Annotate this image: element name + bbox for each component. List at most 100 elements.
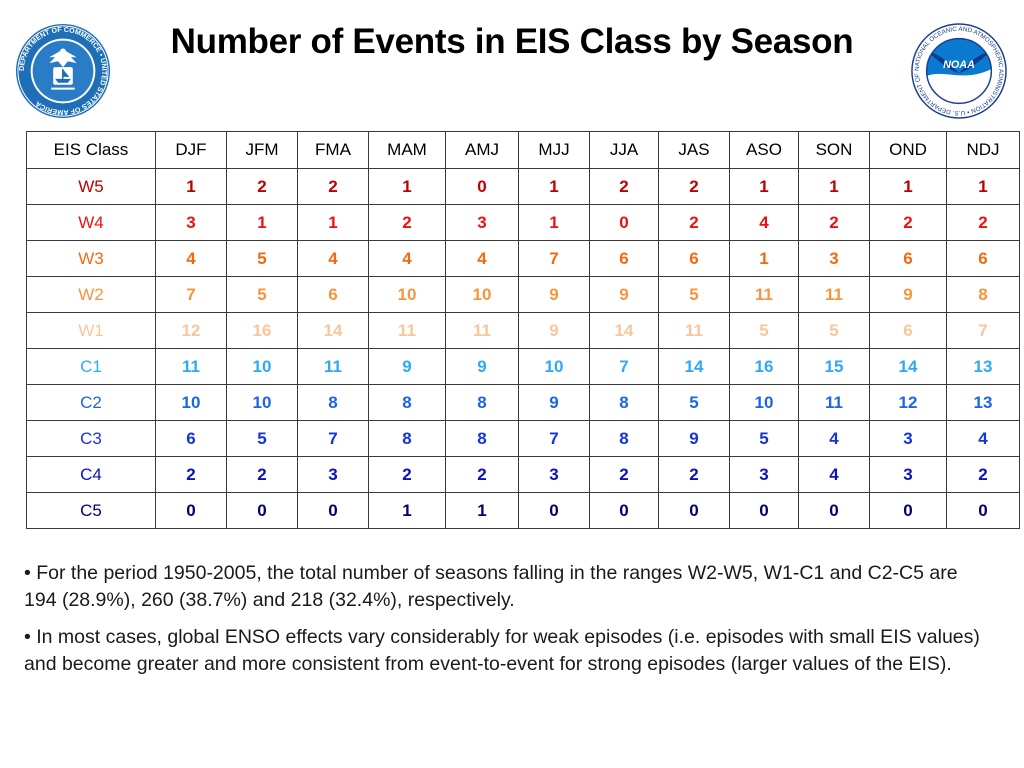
table-row-c4: C4 2 2 3 2 2 3 2 2 3 4 3 2 — [26, 456, 1020, 493]
table-cell: 0 — [297, 492, 369, 529]
table-cell: 10 — [226, 384, 298, 421]
table-cell: 11 — [798, 276, 870, 313]
table-cell: 5 — [798, 312, 870, 349]
table-header-row: EIS Class DJF JFM FMA MAM AMJ MJJ JJA JAS ASO SON O… — [26, 131, 1020, 169]
table-cell: 8 — [589, 384, 659, 421]
table-cell: 0 — [729, 492, 799, 529]
table-cell: 2 — [368, 204, 446, 241]
table-cell: 11 — [155, 348, 227, 385]
class-label: W1 — [26, 312, 156, 349]
table-cell: 6 — [155, 420, 227, 457]
table-cell: 0 — [518, 492, 590, 529]
table-cell: 9 — [869, 276, 947, 313]
table-cell: 0 — [798, 492, 870, 529]
class-label: C4 — [26, 456, 156, 493]
table-cell: 8 — [445, 384, 519, 421]
table-cell: 5 — [658, 384, 730, 421]
table-cell: 0 — [946, 492, 1020, 529]
table-cell: 4 — [798, 420, 870, 457]
table-cell: 5 — [226, 420, 298, 457]
table-cell: 4 — [445, 240, 519, 277]
table-cell: 2 — [368, 456, 446, 493]
table-cell: 2 — [946, 204, 1020, 241]
table-cell: 4 — [729, 204, 799, 241]
table-cell: 8 — [297, 384, 369, 421]
table-cell: 13 — [946, 384, 1020, 421]
table-cell: 0 — [445, 168, 519, 205]
table-cell: 3 — [155, 204, 227, 241]
table-row-c1: C1 11 10 11 9 9 10 7 14 16 15 14 13 — [26, 348, 1020, 385]
note-period-totals: • For the period 1950-2005, the total nu… — [24, 562, 958, 611]
table-cell: 0 — [589, 204, 659, 241]
table-cell: 3 — [869, 420, 947, 457]
table-cell: 1 — [946, 168, 1020, 205]
table-cell: 12 — [155, 312, 227, 349]
class-label: C3 — [26, 420, 156, 457]
table-cell: 11 — [368, 312, 446, 349]
table-cell: 2 — [946, 456, 1020, 493]
table-cell: 8 — [368, 384, 446, 421]
table-cell: 4 — [368, 240, 446, 277]
table-cell: 1 — [226, 204, 298, 241]
class-label: C2 — [26, 384, 156, 421]
table-row-c2: C2 10 10 8 8 8 9 8 5 10 11 12 13 — [26, 384, 1020, 421]
department-of-commerce-seal-icon: DEPARTMENT OF COMMERCE • UNITED STATES O… — [15, 23, 111, 119]
table-row-w2: W2 7 5 6 10 10 9 9 5 11 11 9 8 — [26, 276, 1020, 313]
class-label: C1 — [26, 348, 156, 385]
table-cell: 4 — [946, 420, 1020, 457]
table-cell: 7 — [297, 420, 369, 457]
table-cell: 2 — [589, 456, 659, 493]
table-cell: 1 — [729, 240, 799, 277]
table-cell: 5 — [729, 312, 799, 349]
table-cell: 9 — [518, 384, 590, 421]
page-title: Number of Events in EIS Class by Season — [170, 22, 854, 61]
table-row-w4: W4 3 1 1 2 3 1 0 2 4 2 2 2 — [26, 204, 1020, 241]
table-cell: 8 — [946, 276, 1020, 313]
table-cell: 4 — [297, 240, 369, 277]
table-cell: 11 — [729, 276, 799, 313]
table-cell: 1 — [297, 204, 369, 241]
table-cell: 2 — [297, 168, 369, 205]
table-cell: 11 — [658, 312, 730, 349]
table-cell: 3 — [729, 456, 799, 493]
table-cell: 14 — [658, 348, 730, 385]
table-cell: 10 — [729, 384, 799, 421]
table-cell: 3 — [869, 456, 947, 493]
table-cell: 6 — [589, 240, 659, 277]
table-cell: 1 — [729, 168, 799, 205]
table-cell: 14 — [869, 348, 947, 385]
table-cell: 1 — [869, 168, 947, 205]
table-cell: 2 — [589, 168, 659, 205]
header-ndj: NDJ — [946, 131, 1020, 169]
table-row-w1: W1 12 16 14 11 11 9 14 11 5 5 6 7 — [26, 312, 1020, 349]
table-cell: 3 — [518, 456, 590, 493]
table-cell: 5 — [658, 276, 730, 313]
table-cell: 3 — [445, 204, 519, 241]
header-amj: AMJ — [445, 131, 519, 169]
table-cell: 9 — [518, 312, 590, 349]
table-cell: 5 — [729, 420, 799, 457]
table-cell: 16 — [729, 348, 799, 385]
table-cell: 10 — [226, 348, 298, 385]
table-cell: 4 — [155, 240, 227, 277]
table-cell: 2 — [658, 168, 730, 205]
table-cell: 10 — [445, 276, 519, 313]
note-enso-effects: • In most cases, global ENSO effects var… — [24, 626, 980, 675]
table-cell: 1 — [368, 168, 446, 205]
table-cell: 7 — [589, 348, 659, 385]
table-cell: 1 — [445, 492, 519, 529]
table-cell: 8 — [368, 420, 446, 457]
table-cell: 4 — [798, 456, 870, 493]
table-cell: 10 — [518, 348, 590, 385]
table-cell: 15 — [798, 348, 870, 385]
header-aso: ASO — [729, 131, 799, 169]
table-cell: 0 — [226, 492, 298, 529]
table-cell: 1 — [518, 204, 590, 241]
table-row-c5: C5 0 0 0 1 1 0 0 0 0 0 0 0 — [26, 492, 1020, 529]
table-row-w3: W3 4 5 4 4 4 7 6 6 1 3 6 6 — [26, 240, 1020, 277]
header-djf: DJF — [155, 131, 227, 169]
table-cell: 10 — [368, 276, 446, 313]
header-mjj: MJJ — [518, 131, 590, 169]
table-cell: 2 — [658, 204, 730, 241]
table-cell: 8 — [445, 420, 519, 457]
